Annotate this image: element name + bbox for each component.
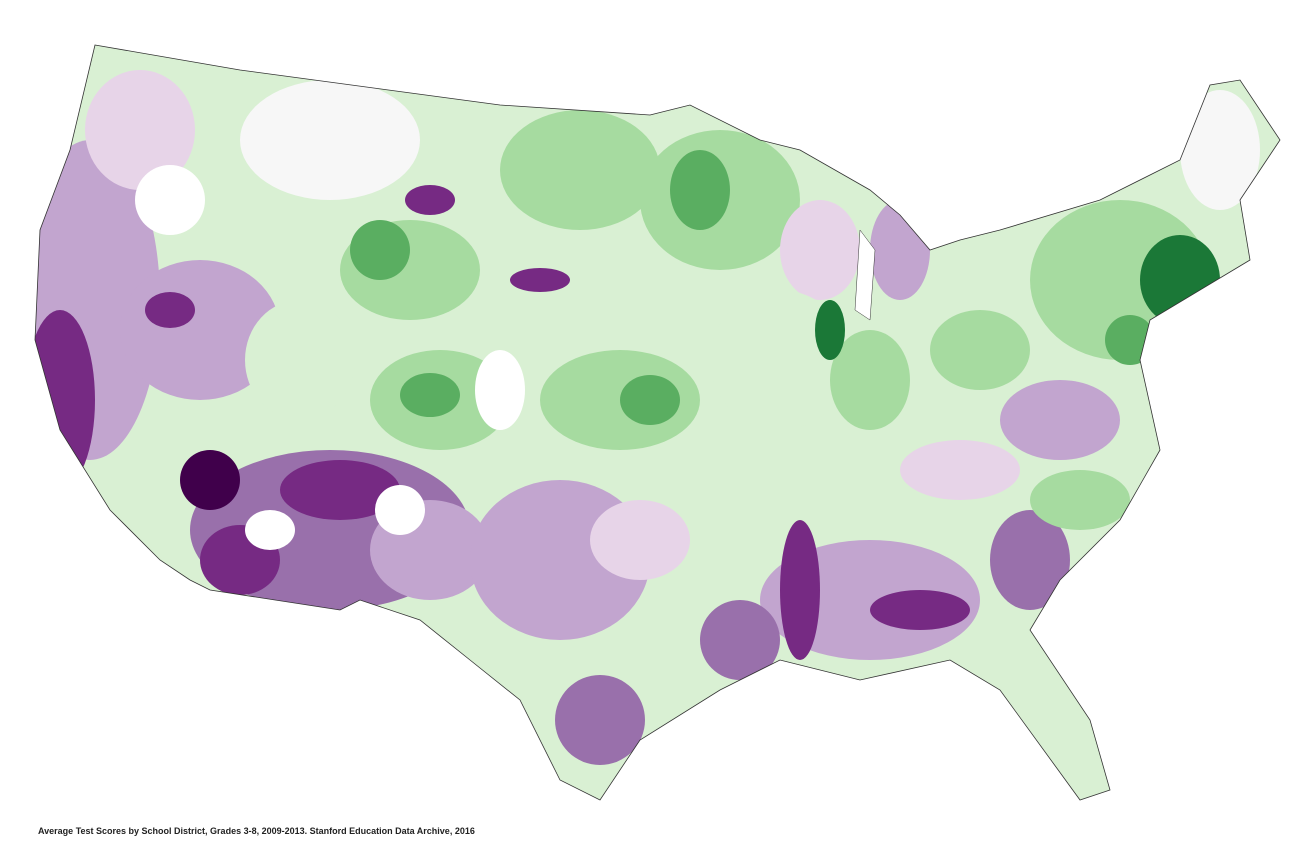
region — [830, 330, 910, 430]
region — [405, 185, 455, 215]
region — [375, 485, 425, 535]
region — [500, 110, 660, 230]
region — [780, 520, 820, 660]
region — [555, 675, 645, 765]
region — [670, 150, 730, 230]
region — [145, 292, 195, 328]
region — [240, 80, 420, 200]
region — [780, 200, 860, 300]
region — [475, 350, 525, 430]
region — [1180, 90, 1260, 210]
region — [1030, 470, 1130, 530]
region — [620, 375, 680, 425]
region — [930, 310, 1030, 390]
region — [510, 268, 570, 292]
region — [245, 510, 295, 550]
region — [590, 500, 690, 580]
region — [870, 590, 970, 630]
region — [180, 450, 240, 510]
region — [990, 510, 1070, 610]
region — [400, 373, 460, 417]
national-outline — [34, 44, 1281, 801]
region — [350, 220, 410, 280]
region — [815, 300, 845, 360]
region — [135, 165, 205, 235]
region — [700, 600, 780, 680]
region — [1000, 380, 1120, 460]
region — [245, 300, 355, 420]
region — [1030, 620, 1110, 780]
lake-michigan — [854, 229, 876, 321]
caption: Average Test Scores by School District, … — [38, 826, 475, 836]
region — [1105, 315, 1155, 365]
region — [1140, 235, 1220, 325]
region — [710, 290, 850, 430]
region — [280, 460, 400, 520]
region — [85, 70, 195, 190]
region — [900, 440, 1020, 500]
